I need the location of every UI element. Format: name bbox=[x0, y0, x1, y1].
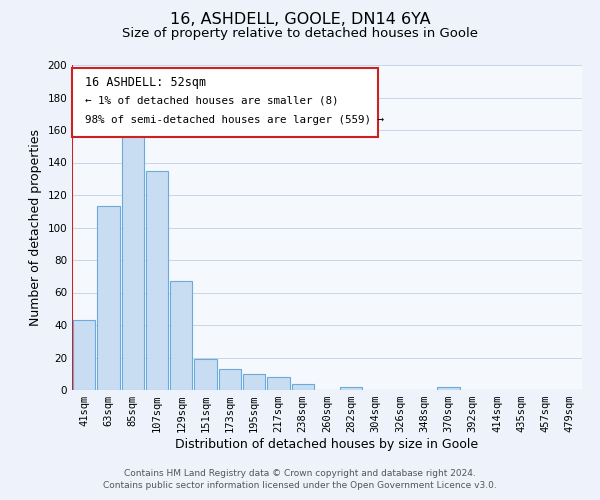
Bar bbox=[267, 377, 290, 390]
Bar bbox=[170, 281, 193, 390]
Bar bbox=[73, 320, 95, 390]
Bar bbox=[218, 369, 241, 390]
Text: 98% of semi-detached houses are larger (559) →: 98% of semi-detached houses are larger (… bbox=[85, 116, 384, 126]
Text: Contains HM Land Registry data © Crown copyright and database right 2024.: Contains HM Land Registry data © Crown c… bbox=[124, 468, 476, 477]
Text: ← 1% of detached houses are smaller (8): ← 1% of detached houses are smaller (8) bbox=[85, 96, 338, 106]
Text: Contains public sector information licensed under the Open Government Licence v3: Contains public sector information licen… bbox=[103, 481, 497, 490]
X-axis label: Distribution of detached houses by size in Goole: Distribution of detached houses by size … bbox=[175, 438, 479, 451]
Y-axis label: Number of detached properties: Number of detached properties bbox=[29, 129, 42, 326]
Bar bbox=[194, 359, 217, 390]
Bar bbox=[340, 387, 362, 390]
Text: 16, ASHDELL, GOOLE, DN14 6YA: 16, ASHDELL, GOOLE, DN14 6YA bbox=[170, 12, 430, 28]
Bar bbox=[97, 206, 119, 390]
Text: Size of property relative to detached houses in Goole: Size of property relative to detached ho… bbox=[122, 28, 478, 40]
Bar bbox=[243, 374, 265, 390]
Bar bbox=[437, 387, 460, 390]
Bar bbox=[292, 384, 314, 390]
FancyBboxPatch shape bbox=[72, 68, 378, 136]
Bar bbox=[122, 130, 144, 390]
Text: 16 ASHDELL: 52sqm: 16 ASHDELL: 52sqm bbox=[85, 76, 206, 90]
Bar bbox=[146, 170, 168, 390]
